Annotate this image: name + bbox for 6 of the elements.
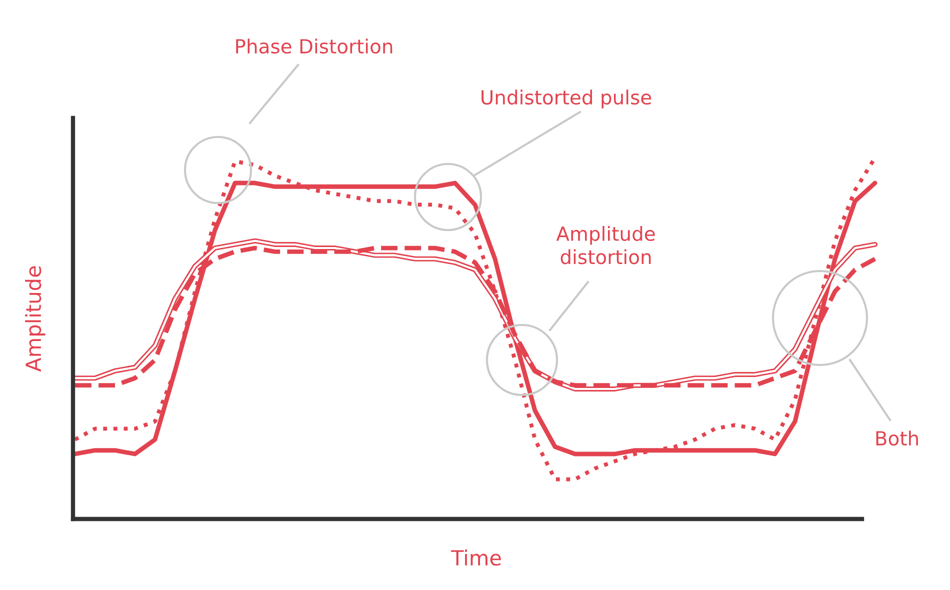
y-axis-title: Amplitude	[25, 266, 46, 372]
annotation: Amplitude distortion	[556, 226, 655, 264]
text: Phase Distortion	[236, 38, 392, 54]
x-axis-title: Time	[450, 550, 501, 566]
text: Undistorted pulse	[482, 90, 652, 108]
text: Both	[876, 430, 918, 446]
